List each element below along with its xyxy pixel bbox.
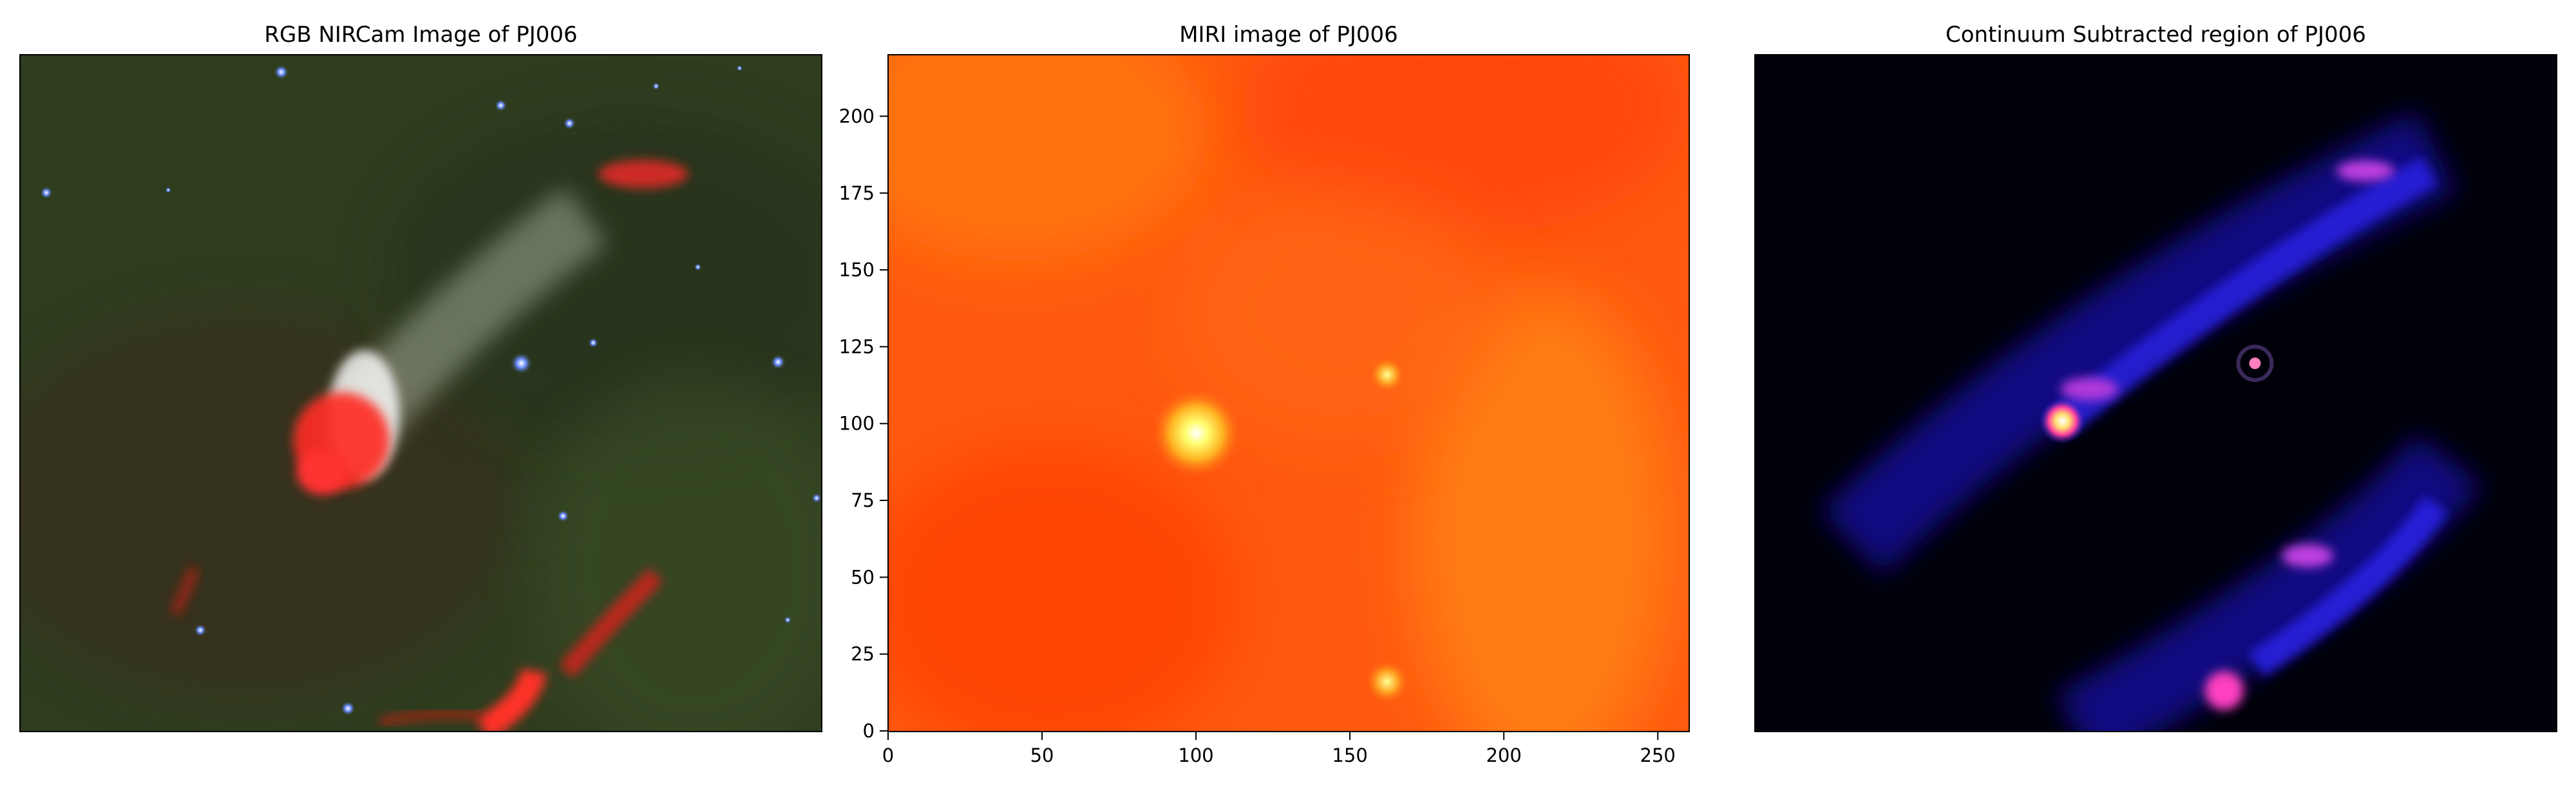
panel-title-continuum: Continuum Subtracted region of PJ006 [1946, 22, 2366, 48]
y-tick-label: 150 [839, 259, 875, 281]
panel-title-miri: MIRI image of PJ006 [1179, 22, 1398, 48]
x-tick-label: 100 [1178, 744, 1213, 766]
x-axis: 0 50 100 150 200 250 [882, 732, 1676, 766]
miri-bright-source [1151, 388, 1242, 478]
miri-bright-source [1365, 659, 1409, 704]
y-tick-label: 125 [839, 336, 875, 357]
miri-bright-sources [1151, 356, 1409, 704]
miri-image [887, 54, 1690, 732]
continuum-subtracted-canvas [1756, 55, 2556, 731]
panel-title-nircam: RGB NIRCam Image of PJ006 [264, 22, 578, 48]
x-tick-label: 150 [1332, 744, 1367, 766]
y-tick-label: 200 [839, 105, 875, 127]
x-tick-label: 200 [1486, 744, 1521, 766]
y-tick-label: 175 [839, 182, 875, 204]
x-tick-label: 50 [1030, 744, 1054, 766]
nircam-rgb-image [19, 54, 822, 732]
continuum-ring-source [2236, 345, 2274, 383]
y-tick-label: 0 [863, 720, 875, 742]
x-tick-label: 250 [1640, 744, 1676, 766]
y-tick-label: 100 [839, 413, 875, 435]
continuum-subtracted-image [1754, 54, 2557, 732]
x-tick-label: 0 [882, 744, 894, 766]
y-tick-label: 75 [851, 489, 875, 511]
y-axis: 0 25 50 75 100 125 150 175 200 [839, 105, 887, 742]
miri-heatmap [889, 55, 1689, 731]
nircam-rgb-image-canvas [21, 55, 821, 731]
y-tick-label: 50 [851, 566, 875, 588]
star-field [39, 64, 821, 717]
y-tick-label: 25 [851, 643, 875, 665]
miri-bright-source [1368, 356, 1405, 393]
continuum-bright-source [2039, 397, 2086, 444]
